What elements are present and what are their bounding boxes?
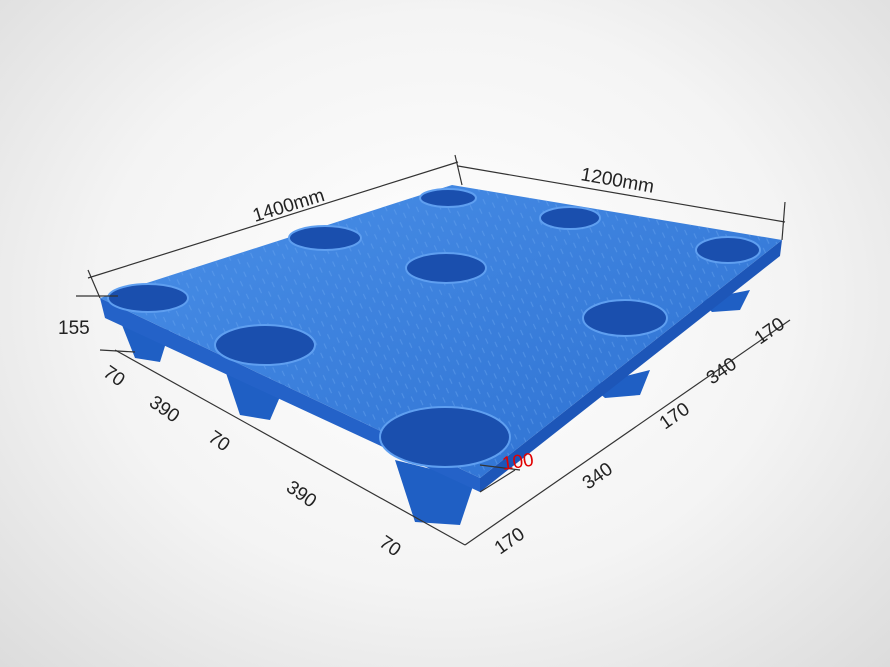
right-dim-4: 340 bbox=[703, 354, 741, 389]
left-dim-2: 390 bbox=[145, 392, 183, 427]
pallet-side-right bbox=[480, 240, 782, 492]
left-dim-3: 70 bbox=[204, 427, 233, 456]
left-dim-5: 70 bbox=[375, 532, 404, 561]
left-dim-1: 70 bbox=[99, 362, 128, 391]
right-dim-1: 170 bbox=[491, 524, 529, 559]
left-dim-4: 390 bbox=[282, 477, 320, 512]
dimension-lines bbox=[76, 154, 791, 546]
length-label: 1400mm bbox=[250, 185, 327, 227]
right-dim-2: 340 bbox=[579, 459, 617, 494]
pallet-holes bbox=[107, 188, 761, 468]
height-label: 155 bbox=[58, 318, 90, 339]
right-dim-3: 170 bbox=[656, 399, 694, 434]
deck-thickness-label: 100 bbox=[501, 450, 535, 475]
